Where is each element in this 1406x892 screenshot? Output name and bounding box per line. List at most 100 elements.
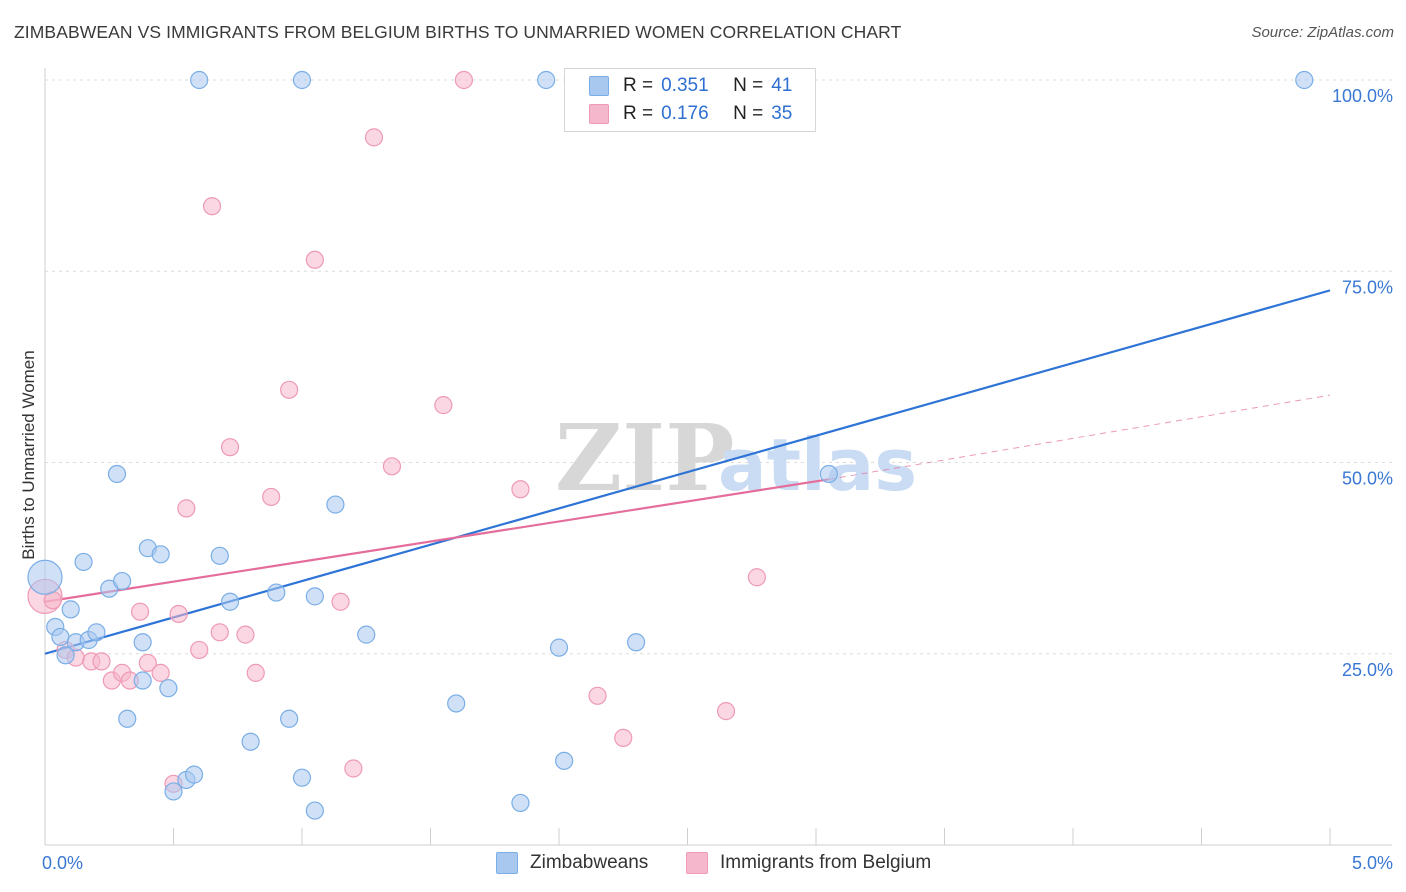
legend-n-value: 41 [771,75,793,96]
point-zimbabwean [27,559,63,595]
legend-r-value: 0.176 [661,103,709,124]
trend-line-belgium [44,478,830,603]
axes [44,68,1392,846]
point-zimbabwean [133,671,152,690]
point-belgium [614,728,633,748]
point-belgium [716,702,736,721]
point-zimbabwean [210,546,229,565]
point-zimbabwean [549,638,569,657]
point-belgium [434,396,453,415]
point-zimbabwean [220,592,240,611]
legend-n-value: 35 [771,103,793,124]
point-belgium [747,568,766,587]
point-zimbabwean [305,801,324,820]
bottom-legend-label: Immigrants from Belgium [720,852,932,873]
point-zimbabwean [151,545,170,564]
watermark-zip: ZIP [555,404,734,512]
gridlines [45,79,1392,655]
point-belgium [177,499,196,518]
bottom-legend-zimbabweans: Zimbabweans [496,852,648,874]
trend-lines [44,289,1331,655]
point-belgium [246,663,265,682]
point-zimbabwean [357,625,376,644]
point-belgium [454,70,474,90]
point-belgium [130,602,150,621]
legend-swatch-blue [589,76,609,96]
point-belgium [210,623,229,642]
point-zimbabwean [51,627,70,647]
bottom-legend-swatch-pink [686,852,708,874]
point-belgium [364,128,384,147]
legend-r-label: R = [623,75,654,96]
y-tick-label: 100.0% [1332,86,1393,106]
point-belgium [331,592,350,611]
point-belgium [262,487,281,507]
trend-line-zimbabweans [44,289,1331,655]
x-tick-label-min: 0.0% [42,853,83,873]
legend-r-label: R = [623,103,654,124]
point-zimbabwean [326,495,345,514]
point-belgium [382,457,402,476]
legend-n-label: N = [733,75,764,96]
trend-line-belgium-extrapolated [828,394,1331,480]
y-axis-title: Births to Unmarried Women [19,350,38,559]
point-zimbabwean [292,768,312,787]
point-zimbabwean [118,709,137,728]
point-zimbabwean [56,646,75,665]
point-belgium [151,663,170,682]
point-zimbabwean [1295,70,1314,90]
point-zimbabwean [159,679,178,698]
point-belgium [305,250,324,269]
point-zimbabwean [511,793,530,813]
point-zimbabwean [280,709,299,728]
point-belgium [588,686,607,705]
point-belgium [190,640,209,660]
legend-n-label: N = [733,103,764,124]
legend-swatch-pink [589,104,609,124]
y-tick-label: 50.0% [1342,469,1393,489]
point-belgium [280,380,299,399]
bottom-legend-label: Zimbabweans [530,852,649,873]
bottom-legend-belgium: Immigrants from Belgium [686,852,931,874]
point-zimbabwean [87,623,106,642]
y-tick-label: 25.0% [1342,660,1393,680]
point-zimbabwean [61,600,80,619]
watermark-atlas: atlas [718,423,917,507]
x-tick-label-max: 5.0% [1352,853,1393,873]
point-zimbabwean [184,765,204,784]
bottom-legend-swatch-blue [496,852,518,874]
point-zimbabwean [537,70,556,90]
point-zimbabwean [133,633,152,652]
legend-r-value: 0.351 [661,75,709,96]
point-zimbabwean [164,782,183,801]
point-zimbabwean [112,571,132,591]
point-zimbabwean [305,587,324,606]
point-zimbabwean [819,464,838,484]
point-zimbabwean [107,464,127,484]
point-zimbabwean [447,694,466,713]
point-zimbabwean [190,70,209,90]
point-belgium [202,197,222,216]
point-belgium [169,604,188,624]
point-belgium [511,480,530,499]
legend-row-zimbabweans: R = 0.351 N = 41 [589,73,792,99]
legend-row-belgium: R = 0.176 N = 35 [589,101,792,127]
y-tick-label: 75.0% [1342,277,1393,297]
correlation-legend: R = 0.351 N = 41 R = 0.176 N = 35 [564,68,816,132]
point-zimbabwean [292,70,312,90]
point-belgium [138,653,157,673]
axis-labels: Births to Unmarried Women 25.0% 50.0% 75.0%… [19,86,1393,873]
point-belgium [220,438,240,457]
point-zimbabwean [241,732,260,751]
data-points [27,70,1314,820]
point-belgium [236,625,255,644]
point-zimbabwean [555,751,574,770]
point-zimbabwean [74,552,93,572]
point-belgium [92,652,111,671]
source-credit: Source: ZipAtlas.com [1251,24,1394,41]
chart-title: ZIMBABWEAN VS IMMIGRANTS FROM BELGIUM BI… [14,22,902,42]
point-zimbabwean [626,633,646,652]
point-belgium [344,759,363,778]
